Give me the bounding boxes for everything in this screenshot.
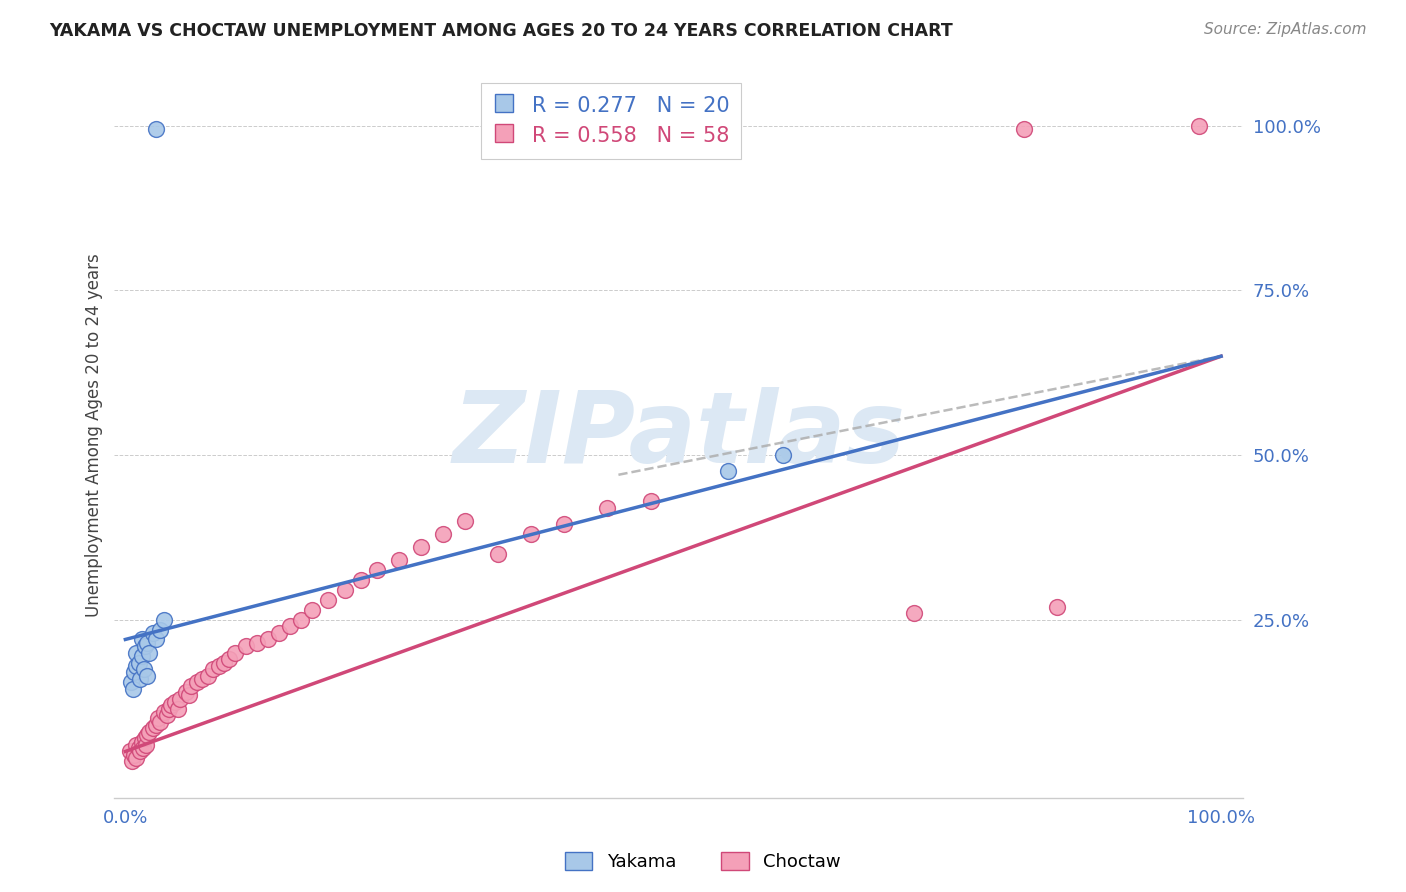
Point xyxy=(224,646,246,660)
Point xyxy=(128,672,150,686)
Point xyxy=(717,465,740,479)
Point xyxy=(301,603,323,617)
Text: 0.0%: 0.0% xyxy=(103,809,148,827)
Point xyxy=(145,718,167,732)
Point xyxy=(366,563,388,577)
Point xyxy=(180,679,202,693)
Point xyxy=(267,625,290,640)
Point xyxy=(596,500,619,515)
Point xyxy=(122,747,145,762)
Point xyxy=(156,708,179,723)
Point xyxy=(149,714,172,729)
Point xyxy=(640,494,662,508)
Point xyxy=(186,675,208,690)
Point xyxy=(152,613,174,627)
Point xyxy=(212,656,235,670)
Point xyxy=(125,658,148,673)
Point xyxy=(1188,119,1211,133)
Point xyxy=(163,695,186,709)
Text: 100.0%: 100.0% xyxy=(1187,809,1256,827)
Point xyxy=(122,681,145,696)
Point xyxy=(121,754,143,768)
Point xyxy=(197,668,219,682)
Point xyxy=(520,527,543,541)
Point xyxy=(125,646,148,660)
Point xyxy=(128,741,150,756)
Point xyxy=(454,514,477,528)
Point xyxy=(432,527,454,541)
Point xyxy=(772,448,794,462)
Point xyxy=(169,691,191,706)
Point xyxy=(333,582,356,597)
Point xyxy=(486,547,509,561)
Point xyxy=(125,751,148,765)
Point xyxy=(142,722,165,736)
Point xyxy=(128,744,150,758)
Point xyxy=(134,731,156,746)
Point xyxy=(388,553,411,567)
Point xyxy=(903,606,925,620)
Point xyxy=(131,648,153,663)
Point xyxy=(167,701,190,715)
Point xyxy=(128,656,150,670)
Point xyxy=(135,738,157,752)
Point xyxy=(350,573,373,587)
Point xyxy=(174,685,197,699)
Point xyxy=(131,734,153,748)
Point xyxy=(152,705,174,719)
Point xyxy=(138,646,160,660)
Point xyxy=(553,517,575,532)
Point xyxy=(278,619,301,633)
Point xyxy=(145,122,167,136)
Point xyxy=(246,636,269,650)
Point xyxy=(132,741,155,756)
Point xyxy=(1046,599,1069,614)
Y-axis label: Unemployment Among Ages 20 to 24 years: Unemployment Among Ages 20 to 24 years xyxy=(86,253,103,617)
Text: Source: ZipAtlas.com: Source: ZipAtlas.com xyxy=(1204,22,1367,37)
Point xyxy=(136,668,159,682)
Point xyxy=(145,632,167,647)
Legend: Yakama, Choctaw: Yakama, Choctaw xyxy=(558,845,848,879)
Point xyxy=(177,689,200,703)
Point xyxy=(149,623,172,637)
Text: ZIPatlas: ZIPatlas xyxy=(453,387,905,483)
Point xyxy=(136,728,159,742)
Point xyxy=(157,701,180,715)
Legend: R = 0.277   N = 20, R = 0.558   N = 58: R = 0.277 N = 20, R = 0.558 N = 58 xyxy=(481,83,741,159)
Point xyxy=(118,744,141,758)
Point xyxy=(131,632,153,647)
Point xyxy=(148,711,170,725)
Point xyxy=(218,652,240,666)
Point xyxy=(256,632,278,647)
Point xyxy=(122,665,145,680)
Point xyxy=(290,613,312,627)
Point xyxy=(191,672,214,686)
Point xyxy=(138,724,160,739)
Point xyxy=(207,658,229,673)
Text: YAKAMA VS CHOCTAW UNEMPLOYMENT AMONG AGES 20 TO 24 YEARS CORRELATION CHART: YAKAMA VS CHOCTAW UNEMPLOYMENT AMONG AGE… xyxy=(49,22,953,40)
Point xyxy=(160,698,183,713)
Point xyxy=(411,540,433,554)
Point xyxy=(235,639,257,653)
Point xyxy=(316,593,339,607)
Point xyxy=(142,625,165,640)
Point xyxy=(132,662,155,676)
Point xyxy=(1012,122,1035,136)
Point xyxy=(202,662,225,676)
Point xyxy=(136,636,159,650)
Point xyxy=(120,675,142,690)
Point xyxy=(134,639,156,653)
Point xyxy=(125,738,148,752)
